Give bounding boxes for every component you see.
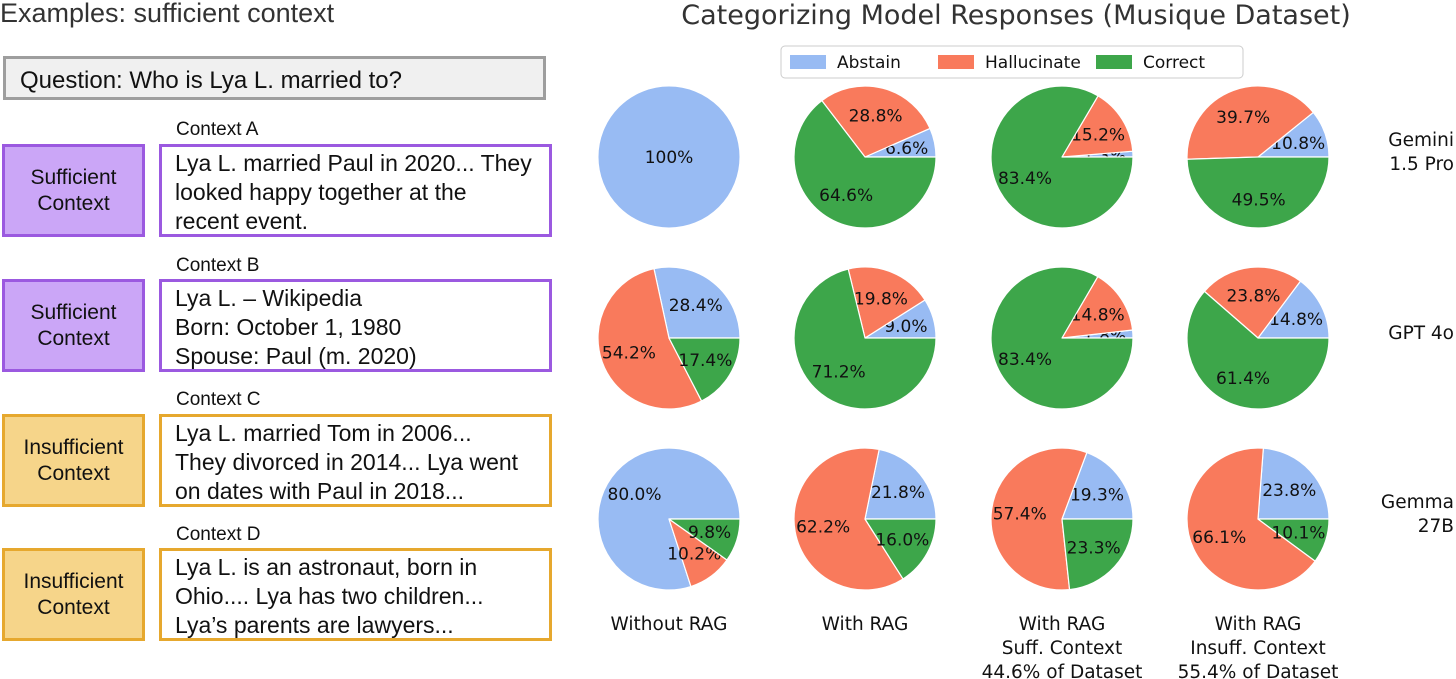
pie-r1-c3-abstain-label: 14.8% — [1269, 310, 1323, 330]
pie-r0-c3-hallucinate — [1186, 85, 1314, 160]
pie-r1-c3-hallucinate — [1203, 266, 1302, 339]
column-labels: Without RAG With RAG With RAG Suff. Context… — [611, 614, 1339, 679]
pie-r2-c2-hallucinate-label: 57.4% — [993, 505, 1047, 525]
pie-r0-c1-hallucinate — [821, 85, 931, 158]
pie-r2-c2-correct-label: 23.3% — [1067, 538, 1121, 558]
column-label-1-line-0: With RAG — [822, 614, 909, 635]
pie-r2-c1-correct — [864, 518, 937, 580]
pie-r2-c0-hallucinate-label: 10.2% — [667, 544, 721, 564]
pie-r0-c1-abstain-label: 6.6% — [885, 139, 928, 159]
pie-r1-c1-correct — [793, 268, 937, 410]
pie-r0-c1-hallucinate-label: 28.8% — [849, 107, 903, 127]
pie-r0-c2-correct — [990, 85, 1134, 229]
pie-r2-c1-correct-label: 16.0% — [875, 531, 929, 551]
pie-r2-c3-abstain — [1257, 447, 1330, 520]
pie-r0-c1-correct-label: 64.6% — [819, 186, 873, 206]
pie-r2-c3-correct — [1257, 518, 1330, 562]
row-label-1-line-0: GPT 4o — [1388, 323, 1454, 344]
row-label-0-line-0: Gemini — [1388, 130, 1454, 151]
pie-r1-c0-abstain-label: 28.4% — [669, 296, 723, 316]
pie-r0-c3-correct-label: 49.5% — [1232, 191, 1286, 211]
pie-r0-c2-hallucinate — [1061, 95, 1134, 158]
context-d-label: Context D — [176, 524, 261, 545]
row-label-2-line-1: 27B — [1418, 516, 1454, 537]
context-a-badge: Sufficient Context — [2, 144, 145, 237]
context-b-label: Context B — [176, 255, 260, 276]
pie-r1-c0-hallucinate-label: 54.2% — [602, 343, 656, 363]
column-label-2-line-1: Suff. Context — [1002, 638, 1122, 659]
context-c-text: Lya L. married Tom in 2006... They divor… — [159, 414, 552, 507]
column-label-2-line-0: With RAG — [1019, 614, 1106, 635]
pie-r0-c2-hallucinate-label: 15.2% — [1071, 125, 1125, 145]
pie-r1-c1-hallucinate-label: 19.8% — [854, 289, 908, 309]
context-a-text: Lya L. married Paul in 2020... They look… — [159, 144, 552, 237]
column-label-3-line-0: With RAG — [1215, 614, 1302, 635]
row-labels: Gemini 1.5 Pro GPT 4o Gemma 27B — [1381, 130, 1454, 537]
pie-r1-c0-correct — [668, 337, 741, 402]
row-label-2-line-0: Gemma — [1381, 492, 1454, 513]
pie-r2-c2-abstain — [1061, 451, 1134, 520]
pie-r2-c3-abstain-label: 23.8% — [1262, 481, 1316, 501]
pie-r2-c2-correct — [1061, 518, 1134, 591]
pie-r2-c0-correct-label: 9.8% — [688, 523, 731, 543]
pie-r1-c1-hallucinate — [847, 266, 926, 339]
context-b-badge: Sufficient Context — [2, 279, 145, 372]
context-c-label: Context C — [176, 389, 261, 410]
pie-r1-c1-abstain-label: 9.0% — [884, 317, 927, 337]
pie-r1-c3-abstain — [1257, 280, 1330, 339]
pie-grid: 100% 6.6%28.8%64.6%1.3%15.2%83.4%10.8%39.… — [597, 85, 1330, 591]
pie-r0-c0-abstain-label: 100% — [645, 148, 694, 168]
pie-r2-c3-correct-label: 10.1% — [1271, 523, 1325, 543]
pie-r2-c1-hallucinate-label: 62.2% — [796, 518, 850, 538]
chart-legend: Abstain Hallucinate Correct — [780, 45, 1244, 79]
pie-r0-c3-hallucinate-label: 39.7% — [1216, 108, 1270, 128]
context-c-badge: Insufficient Context — [2, 414, 145, 507]
pie-r2-c3-hallucinate — [1186, 447, 1316, 591]
question-box: Question: Who is Lya L. married to? — [3, 56, 546, 100]
pie-r0-c3-abstain-label: 10.8% — [1271, 134, 1325, 154]
pie-r1-c0-abstain — [653, 266, 741, 339]
pie-r2-c2-abstain-label: 19.3% — [1070, 486, 1124, 506]
pie-r0-c3-correct — [1186, 156, 1330, 229]
pie-r2-c2-hallucinate — [990, 447, 1088, 591]
pie-r0-c0-abstain — [597, 85, 741, 229]
pie-r1-c3-correct-label: 61.4% — [1216, 369, 1270, 389]
pie-r1-c2-correct — [990, 266, 1134, 410]
legend-swatch-abstain — [790, 55, 826, 69]
pie-r1-c3-correct — [1186, 290, 1330, 410]
pie-r1-c0-correct-label: 17.4% — [678, 351, 732, 371]
pie-r1-c2-hallucinate-label: 14.8% — [1071, 306, 1125, 326]
context-d-text: Lya L. is an astronaut, born in Ohio....… — [159, 548, 552, 641]
column-label-3-line-2: 55.4% of Dataset — [1178, 662, 1339, 679]
pie-r1-c3-hallucinate-label: 23.8% — [1226, 287, 1280, 307]
context-a-label: Context A — [176, 119, 259, 140]
pie-r2-c1-hallucinate — [793, 447, 904, 591]
pie-r2-c0-abstain-label: 80.0% — [608, 485, 662, 505]
legend-swatch-correct — [1096, 55, 1132, 69]
pie-r1-c2-hallucinate — [1061, 276, 1134, 339]
context-d-badge: Insufficient Context — [2, 548, 145, 641]
pie-r0-c2-correct-label: 83.4% — [998, 169, 1052, 189]
pie-r2-c1-abstain-label: 21.8% — [871, 483, 925, 503]
legend-label-correct: Correct — [1143, 53, 1205, 73]
pie-r2-c3-hallucinate-label: 66.1% — [1192, 528, 1246, 548]
legend-label-hallucinate: Hallucinate — [985, 53, 1081, 73]
column-label-2-line-2: 44.6% of Dataset — [982, 662, 1143, 679]
chart-title: Categorizing Model Responses (Musique Da… — [681, 0, 1351, 31]
pie-r1-c0-hallucinate — [597, 268, 703, 410]
legend-label-abstain: Abstain — [837, 53, 901, 73]
row-label-0-line-1: 1.5 Pro — [1389, 154, 1454, 175]
pie-r0-c1-correct — [793, 100, 937, 229]
legend-swatch-hallucinate — [938, 55, 974, 69]
column-label-0-line-0: Without RAG — [611, 614, 728, 635]
legend-frame — [780, 45, 1244, 79]
pie-r2-c0-correct — [668, 518, 741, 561]
context-b-text: Lya L. – Wikipedia Born: October 1, 1980… — [159, 279, 552, 372]
examples-title: Examples: sufficient context — [0, 0, 335, 28]
pie-r1-c1-correct-label: 71.2% — [812, 362, 866, 382]
pie-r1-c2-correct-label: 83.4% — [998, 350, 1052, 370]
column-label-3-line-1: Insuff. Context — [1190, 638, 1326, 659]
pie-r2-c1-abstain — [864, 448, 937, 520]
